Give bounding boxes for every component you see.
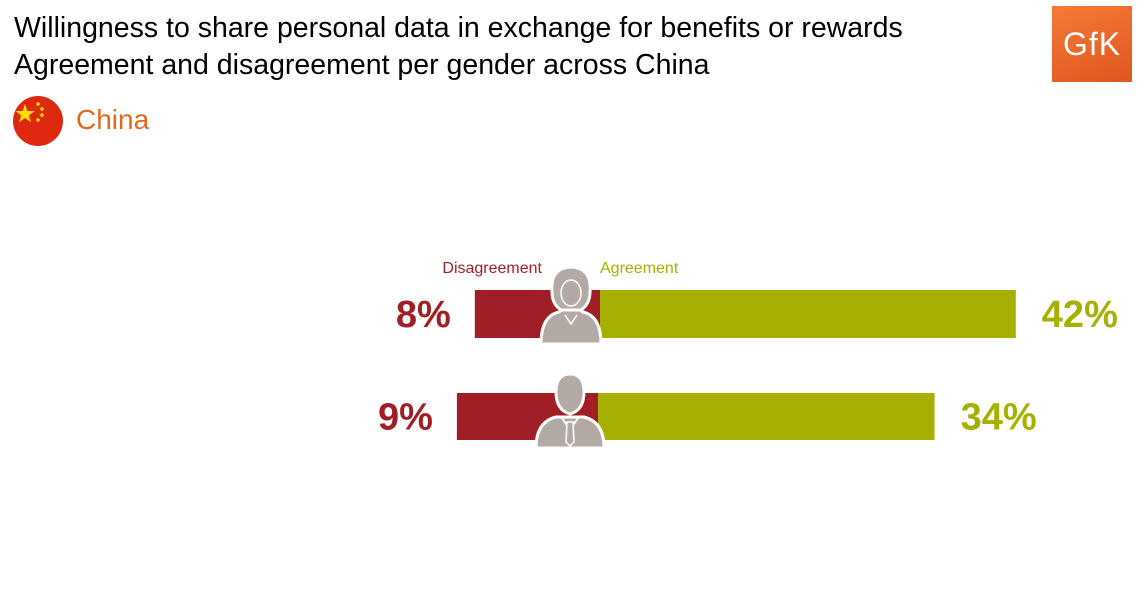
bar-agreement-male bbox=[598, 393, 935, 440]
female-person-icon bbox=[539, 265, 603, 346]
region-label: China bbox=[76, 104, 150, 135]
label-disagreement-female: 8% bbox=[396, 294, 451, 336]
label-agreement-female: 42% bbox=[1042, 294, 1118, 336]
legend-disagreement: Disagreement bbox=[442, 260, 542, 277]
bar-agreement-female bbox=[600, 290, 1016, 338]
gfk-logo: GfK bbox=[1052, 6, 1132, 82]
label-agreement-male: 34% bbox=[961, 397, 1037, 439]
male-person-icon bbox=[534, 372, 606, 450]
chart-title: Willingness to share personal data in ex… bbox=[14, 10, 903, 84]
legend-agreement: Agreement bbox=[600, 260, 679, 277]
china-flag-icon bbox=[13, 96, 63, 146]
logo-text: GfK bbox=[1062, 25, 1122, 62]
title-line-1: Willingness to share personal data in ex… bbox=[14, 12, 903, 44]
label-disagreement-male: 9% bbox=[378, 397, 433, 439]
title-line-2: Agreement and disagreement per gender ac… bbox=[14, 49, 710, 81]
